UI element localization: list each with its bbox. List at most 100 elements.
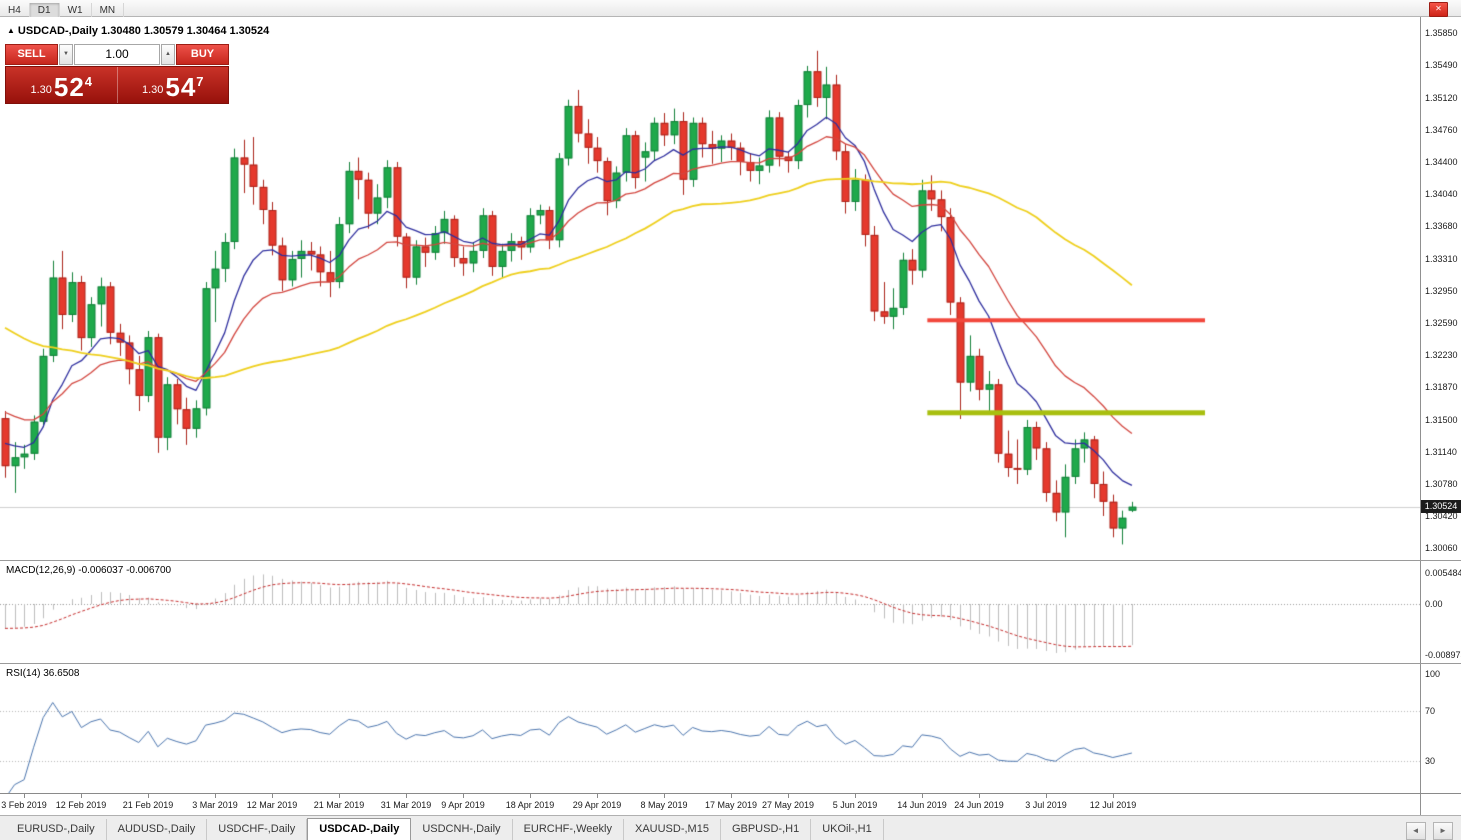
rsi-label: RSI(14) 36.6508: [6, 668, 80, 679]
date-tick-mark: [855, 794, 856, 798]
tab-eurchf-weekly[interactable]: EURCHF-,Weekly: [513, 819, 624, 840]
date-axis-label: 12 Feb 2019: [55, 800, 107, 810]
price-axis-label: 1.32590: [1425, 317, 1458, 328]
buy-button[interactable]: BUY: [176, 44, 229, 65]
price-axis-label: 1.31500: [1425, 414, 1458, 425]
date-axis-label: 8 May 2019: [640, 800, 688, 810]
timeframe-button-mn[interactable]: MN: [92, 3, 125, 19]
date-tick-mark: [731, 794, 732, 798]
date-tick-mark: [272, 794, 273, 798]
macd-canvas[interactable]: [0, 561, 1421, 663]
volume-decrease-button[interactable]: ▼: [59, 44, 73, 65]
rsi-axis-label: 30: [1425, 756, 1436, 766]
tab-scroll-right-button[interactable]: ►: [1433, 822, 1453, 840]
price-axis-label: 1.30780: [1425, 478, 1458, 489]
date-axis-label: 17 May 2019: [704, 800, 758, 810]
scroll-right-icon: ►: [1439, 826, 1447, 835]
price-axis-label: 1.30420: [1425, 510, 1458, 521]
macd-axis-label: 0.00: [1425, 599, 1443, 609]
date-tick-mark: [81, 794, 82, 798]
date-axis-label: 24 Jun 2019: [954, 800, 1004, 810]
date-axis-label: 12 Mar 2019: [246, 800, 298, 810]
scroll-left-icon: ◄: [1411, 826, 1420, 835]
chart-title: ▲ USDCAD-,Daily 1.30480 1.30579 1.30464 1…: [7, 25, 269, 37]
date-tick-mark: [339, 794, 340, 798]
spin-down-icon: ▼: [63, 51, 69, 57]
date-axis-label: 5 Jun 2019: [832, 800, 878, 810]
ask-pipette: 7: [196, 74, 204, 89]
close-icon: ✕: [1435, 4, 1442, 13]
date-axis-label: 3 Jul 2019: [1025, 800, 1067, 810]
price-axis-label: 1.30060: [1425, 542, 1458, 553]
main-chart-canvas[interactable]: [0, 17, 1421, 560]
bid-pips: 52: [53, 72, 85, 102]
tab-scroll-left-button[interactable]: ◄: [1405, 822, 1426, 840]
rsi-axis-label: 100: [1425, 668, 1441, 679]
timeframe-button-w1[interactable]: W1: [60, 3, 92, 19]
ask-prefix: 1.30: [141, 84, 164, 96]
price-axis-label: 1.34760: [1425, 124, 1458, 135]
date-axis-label: 3 Mar 2019: [192, 800, 238, 810]
date-tick-mark: [664, 794, 665, 798]
date-tick-mark: [215, 794, 216, 798]
date-tick-mark: [530, 794, 531, 798]
macd-axis: 0.005484 0.00 -0.008973: [1420, 561, 1461, 663]
tab-usdcad-daily[interactable]: USDCAD-,Daily: [307, 818, 412, 840]
timeframe-button-h4[interactable]: H4: [0, 3, 30, 19]
rsi-panel: 100 70 30 RSI(14) 36.6508: [0, 663, 1461, 793]
date-axis-label: 3 Feb 2019: [1, 800, 47, 810]
macd-axis-label: -0.008973: [1425, 649, 1461, 660]
date-axis-label: 14 Jun 2019: [897, 800, 947, 810]
volume-input[interactable]: 1.00: [74, 44, 160, 65]
price-axis-label: 1.31140: [1425, 446, 1457, 457]
date-tick-mark: [597, 794, 598, 798]
rsi-canvas[interactable]: [0, 664, 1421, 793]
tab-usdchf-daily[interactable]: USDCHF-,Daily: [207, 819, 308, 840]
macd-axis-label: 0.005484: [1425, 568, 1461, 578]
date-axis: 3 Feb 2019 12 Feb 2019 21 Feb 2019 3 Mar 20…: [0, 793, 1461, 815]
tab-eurusd-daily[interactable]: EURUSD-,Daily: [6, 819, 107, 840]
price-axis-label: 1.34400: [1425, 156, 1458, 167]
price-axis-label: 1.35120: [1425, 92, 1458, 103]
date-tick-mark: [463, 794, 464, 798]
tab-xauusd-m15[interactable]: XAUUSD-,M15: [624, 819, 721, 840]
sell-button[interactable]: SELL: [5, 44, 58, 65]
timeframe-button-d1[interactable]: D1: [29, 3, 60, 19]
rsi-axis: 100 70 30: [1420, 664, 1461, 793]
date-axis-label: 27 May 2019: [761, 800, 815, 810]
price-axis-label: 1.33680: [1425, 221, 1458, 231]
date-tick-mark: [1046, 794, 1047, 798]
date-tick-mark: [922, 794, 923, 798]
price-axis-label: 1.32950: [1425, 285, 1458, 296]
price-axis-label: 1.32230: [1425, 349, 1458, 360]
date-axis-label: 21 Feb 2019: [122, 800, 174, 810]
bid-prefix: 1.30: [30, 84, 52, 96]
price-chart-panel: 1.35850 1.35490 1.35120 1.34760 1.34400 1.340…: [0, 17, 1461, 560]
date-tick-mark: [1113, 794, 1114, 798]
macd-label: MACD(12,26,9) -0.006037 -0.006700: [6, 565, 172, 576]
date-axis-label: 9 Apr 2019: [441, 800, 485, 810]
tab-usdcnh-daily[interactable]: USDCNH-,Daily: [411, 819, 513, 840]
bid-price: 1.30 52 4: [6, 67, 117, 103]
date-axis-corner: [1420, 794, 1461, 815]
spin-up-icon: ▲: [165, 51, 171, 57]
volume-increase-button[interactable]: ▲: [161, 44, 175, 65]
ask-pips: 54: [165, 72, 197, 102]
chart-close-button[interactable]: ✕: [1429, 2, 1448, 17]
price-axis: 1.35850 1.35490 1.35120 1.34760 1.34400 1.340…: [1420, 17, 1461, 560]
date-axis-label: 21 Mar 2019: [313, 800, 365, 810]
ask-price: 1.30 54 7: [116, 67, 229, 103]
timeframe-buttons: H4 D1 W1 MN: [0, 0, 125, 19]
bid-pipette: 4: [84, 74, 93, 89]
macd-panel: 0.005484 0.00 -0.008973 MACD(12,26,9) -0.0…: [0, 560, 1461, 663]
bid-ask-display: 1.30 52 4 1.30 54 7: [5, 66, 229, 104]
tab-audusd-daily[interactable]: AUDUSD-,Daily: [107, 819, 208, 840]
one-click-trading-panel: SELL ▼ 1.00 ▲ BUY 1.30 52 4 1.30 54 7: [5, 44, 229, 104]
date-axis-label: 12 Jul 2019: [1089, 800, 1137, 810]
symbol-tab-bar: EURUSD-,Daily AUDUSD-,Daily USDCHF-,Daily U…: [0, 815, 1461, 840]
date-axis-label: 29 Apr 2019: [572, 800, 622, 810]
tab-ukoil-h1[interactable]: UKOil-,H1: [811, 819, 884, 840]
tab-gbpusd-h1[interactable]: GBPUSD-,H1: [721, 819, 812, 840]
date-tick-mark: [24, 794, 25, 798]
